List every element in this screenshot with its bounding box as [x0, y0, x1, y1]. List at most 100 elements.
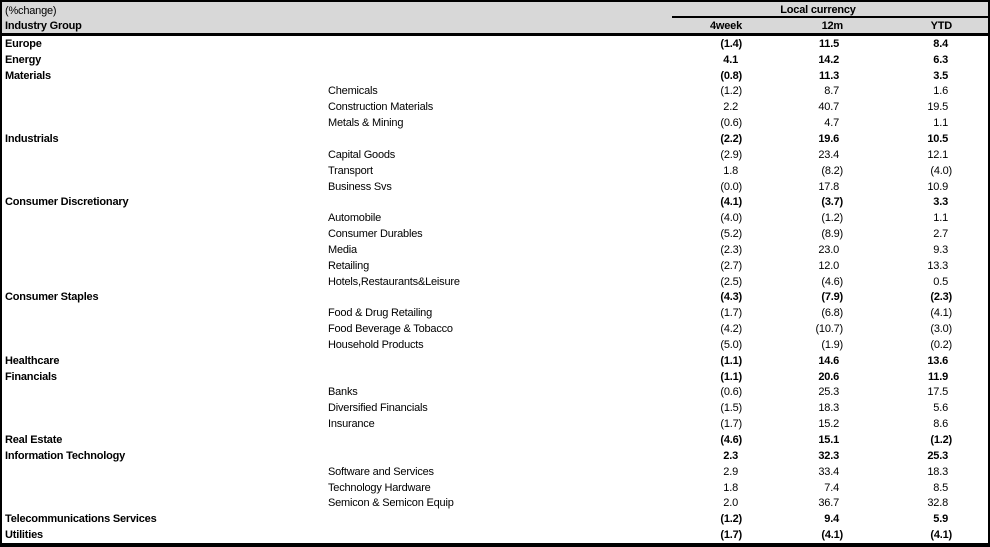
sub-industry-label: Hotels,Restaurants&Leisure	[328, 275, 460, 288]
value-4week: (4.0)	[720, 212, 742, 225]
value-ytd: 8.4	[933, 37, 948, 50]
row-header-label: Industry Group	[5, 19, 82, 32]
header-row-columns: Industry Group 4week 12m YTD	[2, 18, 988, 33]
sub-industry-label: Food Beverage & Tobacco	[328, 323, 453, 336]
value-ytd: 12.1	[927, 148, 948, 161]
sub-industry-label: Technology Hardware	[328, 481, 431, 494]
table-row: Real Estate (4.6) 15.1 (1.2)	[2, 432, 988, 448]
value-ytd: (2.3)	[930, 291, 952, 304]
value-12m: (1.2)	[821, 212, 843, 225]
value-ytd: 32.8	[927, 497, 948, 510]
value-4week: 4.1	[723, 53, 738, 66]
value-4week: (0.0)	[720, 180, 742, 193]
column-header-12m: 12m	[821, 19, 844, 32]
value-4week: (2.9)	[720, 148, 742, 161]
value-12m: 23.0	[818, 243, 839, 256]
local-currency-group-header: Local currency	[672, 2, 988, 18]
value-ytd: 8.5	[933, 481, 948, 494]
sub-industry-label: Capital Goods	[328, 148, 396, 161]
table-row: Business Svs (0.0) 17.8 10.9	[2, 179, 988, 195]
sub-industry-label: Insurance	[328, 418, 375, 431]
value-12m: (6.8)	[821, 307, 843, 320]
value-ytd: 1.6	[933, 85, 948, 98]
table-row: Telecommunications Services (1.2) 9.4 5.…	[2, 511, 988, 527]
table-row: Automobile (4.0) (1.2) 1.1	[2, 210, 988, 226]
value-12m: (1.9)	[821, 338, 843, 351]
value-ytd: 3.5	[933, 69, 948, 82]
value-4week: 1.8	[723, 481, 738, 494]
group-label: Utilities	[5, 529, 43, 542]
value-ytd: (4.0)	[930, 164, 952, 177]
table-row: Diversified Financials (1.5) 18.3 5.6	[2, 400, 988, 416]
table-row: Hotels,Restaurants&Leisure (2.5) (4.6) 0…	[2, 274, 988, 290]
column-header-ytd: YTD	[930, 19, 953, 32]
table-row: Food & Drug Retailing (1.7) (6.8) (4.1)	[2, 305, 988, 321]
group-label: Healthcare	[5, 354, 60, 367]
value-4week: (1.2)	[720, 513, 742, 526]
sub-industry-label: Diversified Financials	[328, 402, 428, 415]
sub-industry-label: Media	[328, 243, 357, 256]
table-row: Chemicals (1.2) 8.7 1.6	[2, 84, 988, 100]
value-ytd: 10.5	[927, 132, 948, 145]
value-4week: 2.2	[723, 101, 738, 114]
value-12m: 14.2	[818, 53, 839, 66]
value-4week: (1.7)	[720, 307, 742, 320]
value-12m: (8.9)	[821, 228, 843, 241]
table-row: Energy 4.1 14.2 6.3	[2, 52, 988, 68]
value-12m: 14.6	[818, 354, 839, 367]
value-4week: (1.5)	[720, 402, 742, 415]
table-row: Europe (1.4) 11.5 8.4	[2, 36, 988, 52]
value-ytd: 25.3	[927, 449, 948, 462]
table-row: Semicon & Semicon Equip 2.0 36.7 32.8	[2, 495, 988, 511]
value-12m: 12.0	[818, 259, 839, 272]
column-header-4week: 4week	[709, 19, 742, 32]
value-4week: (0.6)	[720, 386, 742, 399]
value-4week: (1.4)	[720, 37, 742, 50]
value-ytd: 5.9	[933, 513, 948, 526]
value-ytd: 18.3	[927, 465, 948, 478]
value-4week: (1.1)	[720, 370, 742, 383]
value-4week: (4.3)	[720, 291, 742, 304]
table-row: Healthcare (1.1) 14.6 13.6	[2, 353, 988, 369]
sub-industry-label: Automobile	[328, 212, 382, 225]
value-ytd: 5.6	[933, 402, 948, 415]
value-12m: (7.9)	[821, 291, 843, 304]
table-row: Industrials (2.2) 19.6 10.5	[2, 131, 988, 147]
sub-industry-label: Construction Materials	[328, 101, 434, 114]
value-12m: 7.4	[824, 481, 839, 494]
value-ytd: (1.2)	[930, 434, 952, 447]
value-12m: (10.7)	[815, 323, 843, 336]
value-ytd: 1.1	[933, 117, 948, 130]
group-label: Materials	[5, 69, 51, 82]
value-ytd: 0.5	[933, 275, 948, 288]
value-4week: (1.1)	[720, 354, 742, 367]
value-4week: (0.8)	[720, 69, 742, 82]
table-row: Transport 1.8 (8.2) (4.0)	[2, 163, 988, 179]
value-12m: 9.4	[824, 513, 839, 526]
value-ytd: (3.0)	[930, 323, 952, 336]
value-4week: 2.0	[723, 497, 738, 510]
value-ytd: 11.9	[927, 370, 948, 383]
sub-industry-label: Household Products	[328, 338, 424, 351]
table-row: Media (2.3) 23.0 9.3	[2, 242, 988, 258]
table-row: Banks (0.6) 25.3 17.5	[2, 385, 988, 401]
header-row-top: (%change) Local currency	[2, 2, 988, 18]
table-row: Metals & Mining (0.6) 4.7 1.1	[2, 115, 988, 131]
value-12m: 20.6	[818, 370, 839, 383]
sub-industry-label: Retailing	[328, 259, 370, 272]
value-ytd: 13.3	[927, 259, 948, 272]
sub-industry-label: Chemicals	[328, 85, 378, 98]
group-label: Real Estate	[5, 434, 63, 447]
value-12m: 36.7	[818, 497, 839, 510]
value-4week: 2.9	[723, 465, 738, 478]
table-body: Europe (1.4) 11.5 8.4 Energy 4.1 14.2 6.…	[2, 36, 988, 543]
value-12m: 11.5	[818, 37, 839, 50]
table-row: Household Products (5.0) (1.9) (0.2)	[2, 337, 988, 353]
value-12m: 17.8	[818, 180, 839, 193]
table-row: Information Technology 2.3 32.3 25.3	[2, 448, 988, 464]
value-4week: 1.8	[723, 164, 738, 177]
value-ytd: 13.6	[927, 354, 948, 367]
group-label: Information Technology	[5, 449, 126, 462]
value-12m: 40.7	[818, 101, 839, 114]
value-ytd: (4.1)	[930, 529, 952, 542]
